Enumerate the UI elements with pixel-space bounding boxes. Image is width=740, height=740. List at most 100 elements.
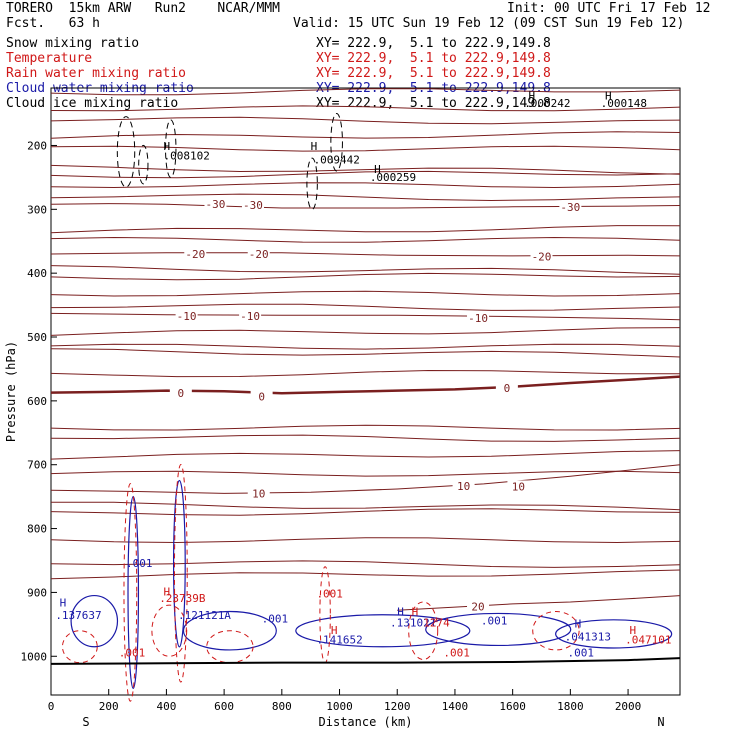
maximum-value-label: .041313 [565, 630, 611, 643]
x-tick-label: 2000 [615, 700, 642, 713]
cloud-ice-contour [306, 157, 318, 210]
high-marker: H [374, 163, 381, 176]
maximum-value-label: .141652 [316, 633, 362, 646]
header-fcst: Fcst. 63 h [6, 16, 100, 31]
maximum-value-label: .121121A [178, 609, 231, 622]
cloud-ice-contour [138, 144, 149, 185]
maximum-value-label: .001 [567, 646, 594, 659]
rain-water-contour [173, 463, 188, 683]
isotherm--10 [50, 312, 681, 321]
isotherm-label-bg [530, 250, 553, 263]
maximum-value-label: .23739B [159, 592, 206, 605]
rain-water-contour [532, 611, 580, 651]
isotherm-label: -10 [177, 310, 197, 323]
isotherm-line [50, 145, 681, 152]
rain-water-contour [206, 630, 254, 664]
isotherm-label: -10 [240, 310, 260, 323]
maximum-value-label: .009442 [314, 153, 360, 166]
isotherm-line [50, 508, 681, 516]
isotherm-line [50, 131, 681, 139]
isotherm-label: -10 [468, 312, 488, 325]
isotherm-line [50, 327, 681, 336]
isotherm-label-bg [452, 479, 475, 492]
isotherm-label: 0 [178, 387, 185, 400]
y-axis-title: Pressure (hPa) [4, 341, 18, 442]
y-tick-label: 700 [27, 459, 47, 472]
cloud-water-contour [127, 495, 140, 690]
isotherm-line [50, 236, 681, 243]
isotherm-label-bg [250, 390, 273, 403]
x-tick-label: 400 [156, 700, 176, 713]
maximum-value-label: 1274 [423, 616, 450, 629]
y-tick-label: 200 [27, 139, 47, 152]
isotherm-label: 0 [258, 390, 265, 403]
isotherm-line [50, 450, 681, 460]
isotherm-line [50, 343, 681, 350]
maximum-value-label: .137637 [55, 609, 101, 622]
isotherm-line [50, 272, 681, 281]
high-marker: H [412, 605, 419, 618]
isotherm-line [50, 369, 681, 378]
high-marker: H [575, 618, 582, 631]
isotherm--30 [50, 203, 681, 209]
maximum-value-label: .001 [316, 588, 343, 601]
y-tick-label: 800 [27, 523, 47, 536]
maximum-value-label: .001 [262, 612, 289, 625]
isotherm-0 [50, 375, 681, 395]
high-marker: H [529, 89, 536, 102]
isotherm-label: 10 [512, 480, 525, 493]
isotherm-label-bg [184, 248, 207, 261]
legend-rain-xy: XY= 222.9, 5.1 to 222.9,149.8 [316, 66, 551, 81]
isotherm-label: 10 [457, 480, 470, 493]
y-tick-label: 600 [27, 395, 47, 408]
rain-water-contour [123, 483, 138, 702]
isotherm-label: 10 [252, 487, 265, 500]
maximum-value-label: .047101 [625, 633, 671, 646]
y-tick-label: 500 [27, 331, 47, 344]
isotherm-label-bg [241, 198, 264, 211]
isotherm-label: -20 [532, 251, 552, 264]
isotherm-label-bg [169, 387, 192, 400]
isotherm-label: 0 [504, 382, 511, 395]
x-tick-label: 1400 [442, 700, 469, 713]
maximum-value-label: .001 [443, 646, 470, 659]
cloud-water-contour [70, 594, 119, 648]
cloud-water-contour [172, 479, 186, 648]
x-tick-label: 800 [272, 700, 292, 713]
isotherm-line [50, 569, 681, 580]
isotherm-line [50, 225, 681, 234]
x-tick-label: 0 [48, 700, 55, 713]
y-tick-label: 1000 [21, 650, 48, 663]
isotherm-line [50, 170, 681, 179]
isotherm-label-bg [204, 198, 227, 211]
x-tick-label: 1000 [326, 700, 353, 713]
isotherm-label: -30 [243, 199, 263, 212]
rain-water-contour [319, 566, 331, 664]
high-marker: H [331, 624, 338, 637]
right-end-label: N [657, 715, 664, 729]
rain-water-contour [61, 630, 98, 664]
maximum-value-label: .001 [119, 646, 146, 659]
isotherm-label-bg [467, 311, 490, 324]
legend-rain-label: Rain water mixing ratio [6, 66, 187, 81]
maximum-value-label: .131021 [390, 616, 436, 629]
header-init: Init: 00 UTC Fri 17 Feb 12 [507, 1, 711, 16]
isotherm-label-bg [495, 382, 518, 395]
y-tick-label: 400 [27, 267, 47, 280]
isotherm-line [50, 164, 681, 175]
isotherm-line [50, 424, 681, 431]
isotherm-line [50, 265, 681, 275]
legend-cloud-ice-label: Cloud ice mixing ratio [6, 96, 179, 111]
y-tick-label: 900 [27, 586, 47, 599]
x-axis-title: Distance (km) [319, 715, 413, 729]
maximum-value-label: .001 [481, 614, 508, 627]
isotherm-label: -20 [185, 248, 205, 261]
cloud-water-contour [295, 614, 471, 648]
isotherm-line [50, 560, 681, 568]
header-title-line: TORERO 15km ARW Run2 NCAR/MMM [6, 1, 280, 16]
isotherm-label-bg [247, 248, 270, 261]
maximum-value-label: .000259 [370, 171, 416, 184]
isotherm-label-bg [559, 200, 582, 213]
legend-temperature-label: Temperature [6, 51, 93, 66]
